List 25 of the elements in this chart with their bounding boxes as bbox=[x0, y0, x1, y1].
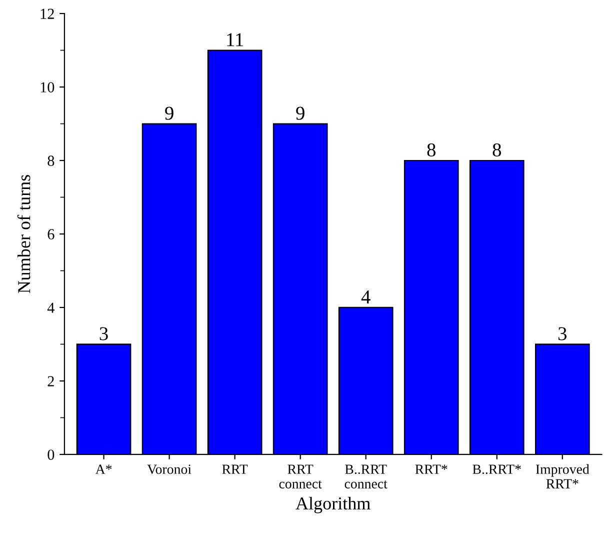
y-tick-label: 10 bbox=[40, 82, 54, 92]
x-tick-label: Improved RRT* bbox=[536, 464, 590, 488]
x-tick-label: RRT connect bbox=[279, 464, 322, 488]
x-axis-title: Algorithm bbox=[296, 496, 370, 514]
x-tick-label: B..RRT* bbox=[472, 464, 521, 474]
y-tick-label: 6 bbox=[48, 229, 54, 240]
data-label: 3 bbox=[558, 327, 567, 340]
data-label: 9 bbox=[296, 106, 304, 120]
y-tick-label: 0 bbox=[48, 450, 54, 460]
data-label: 11 bbox=[227, 33, 244, 46]
y-tick-label: 4 bbox=[47, 302, 55, 313]
data-label: 8 bbox=[492, 143, 502, 157]
y-tick-label: 12 bbox=[40, 8, 54, 19]
x-tick-label: Voronoi bbox=[147, 464, 192, 474]
y-tick-label: 8 bbox=[48, 156, 54, 166]
x-tick-label: A* bbox=[95, 464, 112, 474]
x-tick-label: B..RRT connect bbox=[344, 464, 388, 488]
data-label: 8 bbox=[427, 143, 436, 157]
y-tick-label: 2 bbox=[48, 376, 54, 386]
data-label: 4 bbox=[361, 290, 370, 304]
y-axis-title: Number of turns bbox=[17, 174, 30, 294]
data-label: 9 bbox=[165, 106, 174, 120]
x-tick-label: RRT* bbox=[415, 464, 448, 474]
x-tick-label: RRT bbox=[222, 464, 248, 474]
data-label: 3 bbox=[100, 327, 108, 340]
